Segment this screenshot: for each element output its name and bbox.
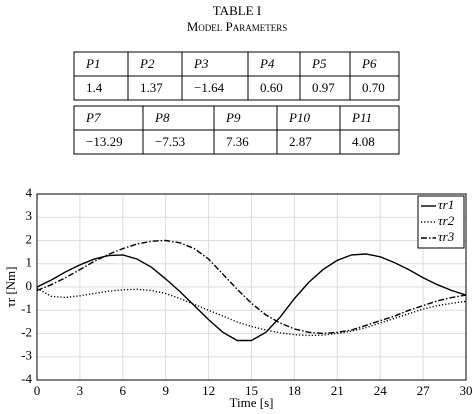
table-title: TABLE I [213, 3, 261, 18]
table-cell: −7.53 [155, 134, 185, 149]
table-header: P5 [311, 56, 327, 71]
y-tick-label: 4 [26, 185, 33, 200]
x-tick-label: 30 [460, 383, 473, 398]
y-tick-label: 1 [26, 255, 33, 270]
x-tick-label: 21 [331, 383, 344, 398]
x-tick-label: 0 [34, 383, 41, 398]
y-tick-label: -1 [21, 301, 32, 316]
series-line [36, 287, 467, 337]
y-tick-label: -2 [21, 324, 32, 339]
y-axis-label: τr [Nm] [3, 267, 18, 308]
y-tick-label: 3 [26, 208, 33, 223]
x-tick-label: 24 [374, 383, 388, 398]
y-tick-label: 2 [26, 231, 33, 246]
table-cell: 7.36 [226, 134, 249, 149]
x-tick-label: 6 [120, 383, 127, 398]
table-cell: 0.60 [260, 80, 283, 95]
table-header: P11 [351, 110, 372, 125]
table-cell: −1.64 [194, 80, 225, 95]
table-header: P7 [85, 110, 101, 125]
table-header: P8 [154, 110, 170, 125]
table-caption: Model Parameters [187, 19, 288, 34]
x-tick-label: 9 [162, 383, 169, 398]
legend-label: τr3 [438, 229, 455, 244]
y-tick-label: -4 [21, 371, 32, 386]
legend-label: τr2 [438, 213, 455, 228]
table-cell: 4.08 [352, 134, 375, 149]
table-header: P1 [85, 56, 100, 71]
table-header: P4 [259, 56, 275, 71]
table-header: P9 [225, 110, 241, 125]
y-tick-label: -3 [21, 348, 32, 363]
legend-label: τr1 [438, 197, 454, 212]
table-cell: 2.87 [289, 134, 312, 149]
legend-box [417, 195, 465, 249]
x-tick-label: 27 [417, 383, 431, 398]
x-tick-label: 12 [202, 383, 215, 398]
x-tick-label: 3 [77, 383, 84, 398]
table-cell: 1.37 [140, 80, 163, 95]
series-line [36, 253, 467, 342]
table-cell: 0.97 [312, 80, 335, 95]
table-header: P3 [193, 56, 209, 71]
table-header: P10 [288, 110, 310, 125]
table-header: P2 [139, 56, 155, 71]
x-tick-label: 18 [288, 383, 301, 398]
table-cell: 0.70 [362, 80, 385, 95]
x-axis-label: Time [s] [230, 395, 274, 410]
table-header: P6 [361, 56, 377, 71]
table-cell: −13.29 [86, 134, 123, 149]
y-tick-label: 0 [26, 278, 33, 293]
table-cell: 1.4 [86, 80, 103, 95]
x-tick-label: 15 [245, 383, 258, 398]
